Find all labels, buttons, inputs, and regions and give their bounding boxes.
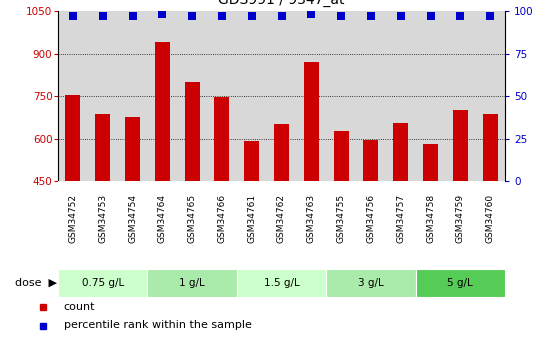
Text: GSM34756: GSM34756 — [367, 194, 375, 243]
Bar — [185, 82, 200, 181]
Text: 1 g/L: 1 g/L — [179, 278, 205, 288]
Point — [307, 12, 315, 17]
Text: 1.5 g/L: 1.5 g/L — [264, 278, 299, 288]
Bar — [244, 141, 259, 181]
Point — [277, 13, 286, 19]
Point — [456, 13, 464, 19]
Bar — [237, 269, 326, 297]
Bar — [274, 124, 289, 181]
Text: GSM34759: GSM34759 — [456, 194, 465, 243]
Point — [426, 13, 435, 19]
Text: 3 g/L: 3 g/L — [358, 278, 384, 288]
Point — [158, 12, 167, 17]
Text: GSM34753: GSM34753 — [98, 194, 107, 243]
Text: GSM34760: GSM34760 — [485, 194, 495, 243]
Point — [247, 13, 256, 19]
Point — [188, 13, 197, 19]
Text: GSM34754: GSM34754 — [128, 194, 137, 243]
Bar — [58, 269, 147, 297]
Bar — [393, 123, 408, 181]
Text: GSM34758: GSM34758 — [426, 194, 435, 243]
Text: GSM34766: GSM34766 — [218, 194, 226, 243]
Bar — [483, 115, 497, 181]
Point — [128, 13, 137, 19]
Point — [337, 13, 346, 19]
Text: GSM34757: GSM34757 — [396, 194, 405, 243]
Bar — [125, 117, 140, 181]
Title: GDS991 / 9347_at: GDS991 / 9347_at — [218, 0, 345, 7]
Point — [69, 13, 77, 19]
Bar — [65, 95, 80, 181]
Bar — [453, 110, 468, 181]
Bar — [214, 97, 230, 181]
Bar — [304, 62, 319, 181]
Text: dose  ▶: dose ▶ — [15, 278, 57, 288]
Text: percentile rank within the sample: percentile rank within the sample — [64, 321, 252, 331]
Bar — [147, 269, 237, 297]
Bar — [95, 115, 110, 181]
Point — [486, 13, 495, 19]
Bar — [423, 144, 438, 181]
Text: GSM34752: GSM34752 — [69, 194, 77, 243]
Text: GSM34764: GSM34764 — [158, 194, 167, 243]
Point — [367, 13, 375, 19]
Text: count: count — [64, 302, 95, 312]
Bar — [363, 140, 379, 181]
Point — [98, 13, 107, 19]
Text: 0.75 g/L: 0.75 g/L — [82, 278, 124, 288]
Point — [218, 13, 226, 19]
Point — [396, 13, 405, 19]
Text: 5 g/L: 5 g/L — [448, 278, 473, 288]
Bar — [416, 269, 505, 297]
Text: GSM34763: GSM34763 — [307, 194, 316, 243]
Text: GSM34762: GSM34762 — [277, 194, 286, 243]
Text: GSM34755: GSM34755 — [336, 194, 346, 243]
Bar — [334, 131, 348, 181]
Bar — [155, 42, 170, 181]
Bar — [326, 269, 416, 297]
Text: GSM34765: GSM34765 — [187, 194, 197, 243]
Text: GSM34761: GSM34761 — [247, 194, 256, 243]
